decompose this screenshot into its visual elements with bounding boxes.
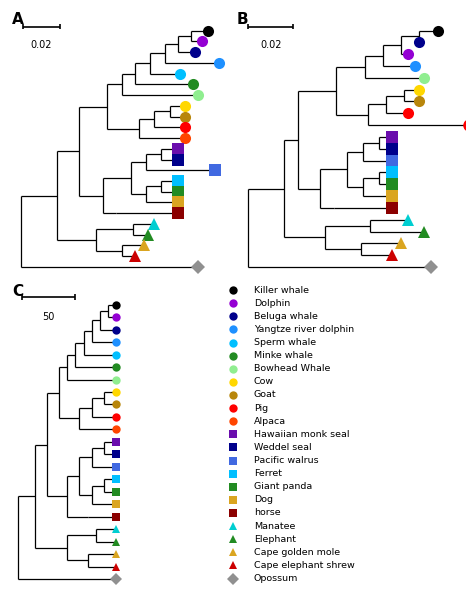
Text: 0.02: 0.02 <box>260 40 282 50</box>
Text: Giant panda: Giant panda <box>254 482 312 491</box>
Text: A: A <box>12 12 24 27</box>
Text: Goat: Goat <box>254 390 276 399</box>
Text: Cape elephant shrew: Cape elephant shrew <box>254 561 355 570</box>
Text: Minke whale: Minke whale <box>254 351 313 360</box>
Text: Dog: Dog <box>254 496 273 504</box>
Text: Pig: Pig <box>254 404 268 413</box>
Text: Dolphin: Dolphin <box>254 298 290 307</box>
Text: B: B <box>237 12 249 27</box>
Text: 0.02: 0.02 <box>30 40 52 50</box>
Text: Beluga whale: Beluga whale <box>254 312 318 321</box>
Text: Cow: Cow <box>254 377 274 386</box>
Text: Bowhead Whale: Bowhead Whale <box>254 364 330 373</box>
Text: Elephant: Elephant <box>254 535 296 544</box>
Text: Opossum: Opossum <box>254 574 298 583</box>
Text: C: C <box>12 284 23 298</box>
Text: Ferret: Ferret <box>254 469 282 478</box>
Text: 50: 50 <box>43 312 55 322</box>
Text: Yangtze river dolphin: Yangtze river dolphin <box>254 325 354 334</box>
Text: Hawaiian monk seal: Hawaiian monk seal <box>254 430 349 439</box>
Text: Killer whale: Killer whale <box>254 285 309 295</box>
Text: Cape golden mole: Cape golden mole <box>254 548 340 557</box>
Text: Alpaca: Alpaca <box>254 417 286 426</box>
Text: Weddel seal: Weddel seal <box>254 443 311 452</box>
Text: horse: horse <box>254 509 281 518</box>
Text: Sperm whale: Sperm whale <box>254 338 316 347</box>
Text: Manatee: Manatee <box>254 522 295 531</box>
Text: Pacific walrus: Pacific walrus <box>254 456 319 465</box>
